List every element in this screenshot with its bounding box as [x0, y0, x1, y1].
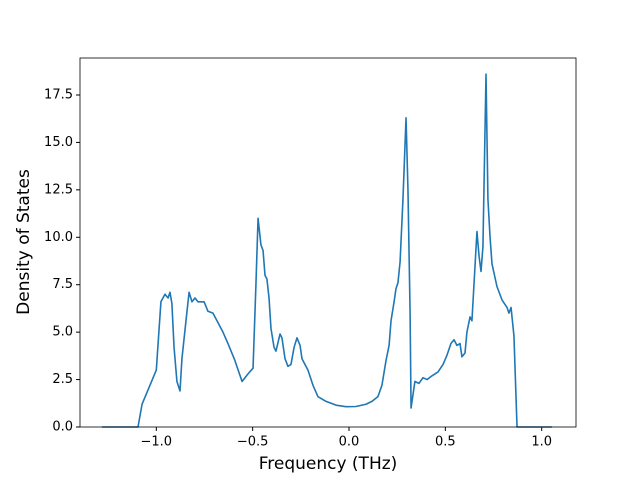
- x-tick-label: 0.0: [339, 435, 360, 450]
- line-series: [101, 73, 552, 428]
- y-tick-label: 15.0: [44, 135, 73, 150]
- y-tick-label: 5.0: [52, 325, 73, 340]
- plot-frame: [79, 57, 577, 428]
- y-tick-label: 0.0: [52, 420, 73, 435]
- y-tick-label: 10.0: [44, 230, 73, 245]
- y-tick-label: 12.5: [44, 182, 73, 197]
- x-axis-label: Frequency (THz): [259, 454, 398, 474]
- y-axis-label: Density of States: [14, 169, 34, 315]
- x-tick-label: 1.0: [531, 435, 552, 450]
- y-tick-label: 17.5: [44, 87, 73, 102]
- x-tick-label: −0.5: [237, 435, 269, 450]
- y-tick-label: 7.5: [52, 277, 73, 292]
- y-tick-label: 2.5: [52, 372, 73, 387]
- x-tick-label: 0.5: [435, 435, 456, 450]
- x-tick-label: −1.0: [141, 435, 173, 450]
